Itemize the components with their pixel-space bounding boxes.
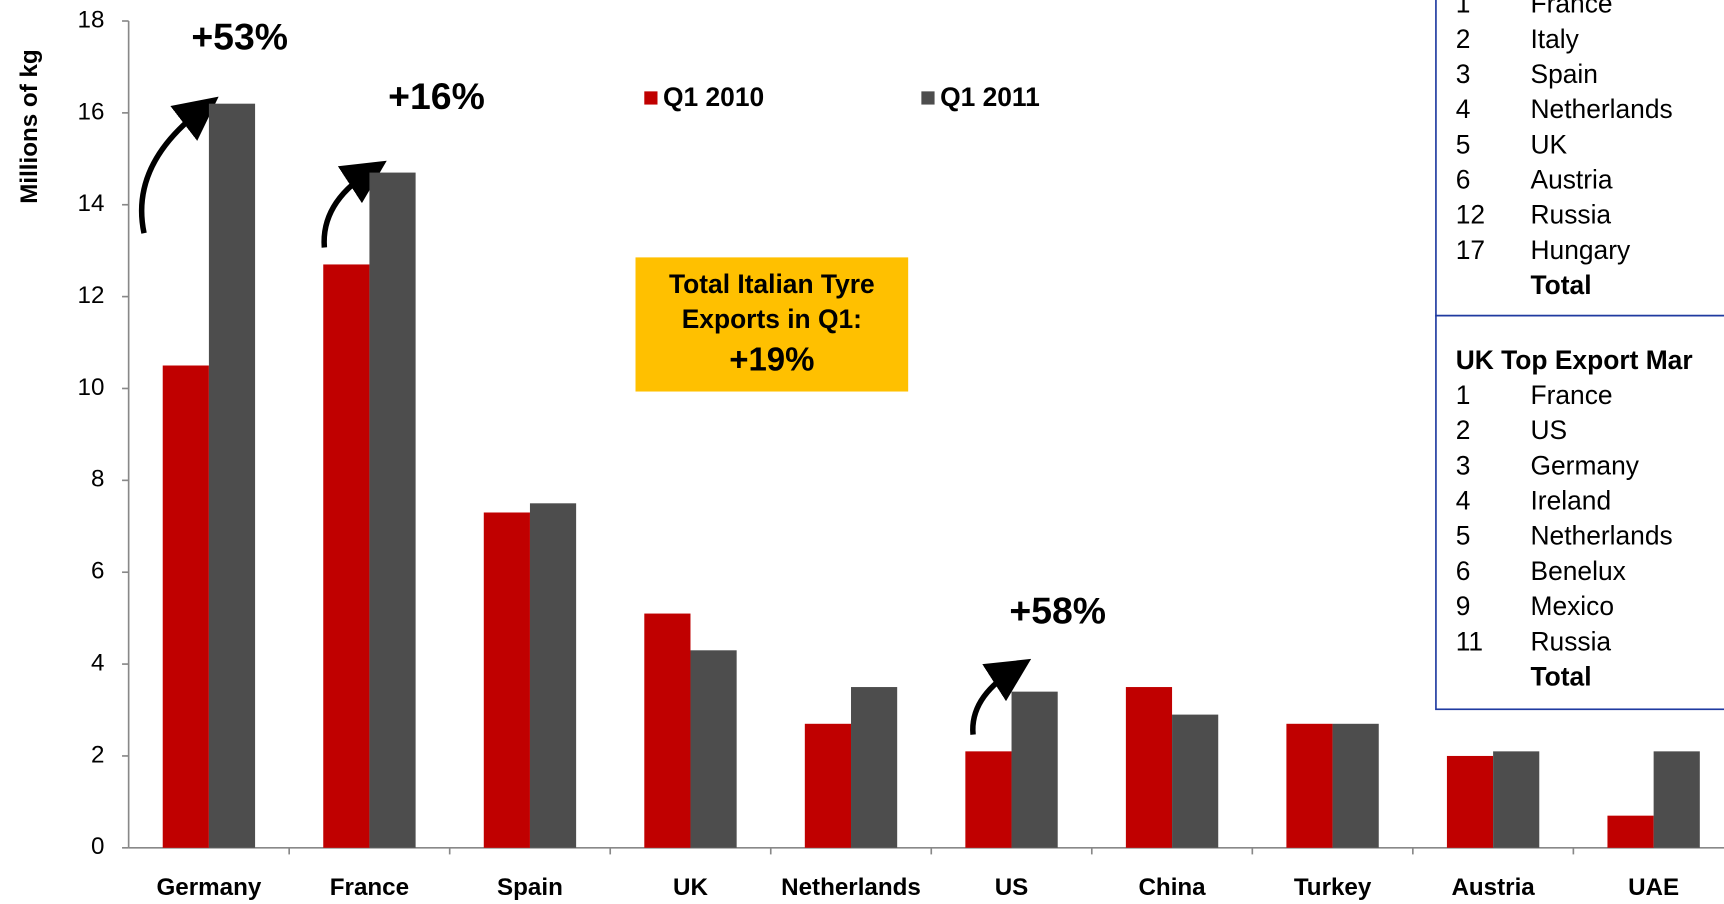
- bar: [162, 365, 209, 848]
- table-country: France: [1530, 0, 1612, 19]
- table-country: Russia: [1530, 626, 1611, 656]
- annotation: +16%: [388, 75, 485, 117]
- table-rank: 1: [1456, 0, 1471, 19]
- table-rank: 17: [1456, 235, 1485, 265]
- bar: [369, 172, 416, 848]
- table-rank: 2: [1456, 24, 1471, 54]
- bar: [965, 751, 1012, 848]
- table-country: Russia: [1530, 200, 1611, 230]
- table-title: UK Top Export Mar: [1456, 345, 1693, 375]
- bar: [1125, 687, 1173, 848]
- bar: [529, 503, 577, 848]
- y-tick-label: 2: [91, 741, 104, 768]
- table-country: Netherlands: [1530, 94, 1672, 124]
- y-tick-label: 16: [78, 98, 105, 125]
- table-country: UK: [1530, 129, 1567, 159]
- x-tick-label: Spain: [497, 874, 563, 901]
- callout-box: [635, 257, 909, 392]
- table-rank: 2: [1456, 415, 1471, 445]
- x-tick-label: UK: [673, 874, 708, 901]
- legend-swatch: [644, 91, 658, 105]
- y-tick-label: 12: [78, 282, 105, 309]
- y-tick-label: 10: [78, 374, 105, 401]
- table-country: Ireland: [1530, 486, 1611, 516]
- table-country: Hungary: [1530, 235, 1631, 265]
- table-rank: 5: [1456, 521, 1471, 551]
- table-country: Benelux: [1530, 556, 1625, 586]
- table-rank: 4: [1456, 486, 1471, 516]
- table-rank: 3: [1456, 59, 1471, 89]
- bar: [1332, 723, 1379, 848]
- arrow: [321, 160, 387, 248]
- x-tick-label: Turkey: [1294, 874, 1372, 901]
- table-rank: 3: [1456, 450, 1471, 480]
- bar: [1172, 714, 1219, 848]
- table-rank: 4: [1456, 94, 1471, 124]
- legend-swatch: [921, 91, 935, 105]
- callout-text: Total Italian Tyre: [669, 269, 875, 299]
- table-country: Italy: [1530, 24, 1579, 54]
- y-tick-label: 8: [91, 466, 104, 493]
- annotation: +58%: [1009, 590, 1106, 632]
- table-country: Netherlands: [1530, 521, 1672, 551]
- x-tick-label: Netherlands: [781, 874, 921, 901]
- callout-value: +19%: [729, 341, 814, 378]
- bar: [1286, 723, 1333, 848]
- table-rank: 1: [1456, 380, 1471, 410]
- table-country: Spain: [1530, 59, 1597, 89]
- table-box: [1435, 314, 1724, 711]
- table-box: [1435, 0, 1724, 317]
- x-tick-label: US: [995, 874, 1029, 901]
- x-tick-label: China: [1138, 874, 1206, 901]
- y-tick-label: 0: [91, 833, 104, 860]
- bar: [804, 723, 852, 848]
- y-tick-label: 14: [78, 190, 105, 217]
- legend-label: Q1 2011: [940, 82, 1040, 112]
- bar: [1011, 691, 1058, 848]
- table-country: Mexico: [1530, 591, 1614, 621]
- x-tick-label: Germany: [157, 874, 262, 901]
- arrow: [970, 658, 1032, 735]
- y-tick-label: 6: [91, 558, 104, 585]
- callout-text: Exports in Q1:: [682, 304, 862, 334]
- bar: [1446, 755, 1494, 848]
- x-tick-label: Austria: [1451, 874, 1535, 901]
- bar: [323, 264, 370, 848]
- y-axis-label: Millions of kg: [16, 49, 43, 203]
- arrow: [138, 96, 219, 234]
- table-rank: 9: [1456, 591, 1471, 621]
- bar: [483, 512, 530, 848]
- table-country: France: [1530, 380, 1612, 410]
- bar: [1653, 751, 1700, 848]
- table-total: Total: [1530, 661, 1591, 691]
- bar: [1493, 751, 1540, 848]
- bar: [208, 103, 256, 848]
- bar: [851, 687, 898, 848]
- bar: [690, 650, 737, 848]
- table-rank: 11: [1456, 626, 1483, 656]
- legend-label: Q1 2010: [663, 82, 764, 112]
- table-country: Germany: [1530, 450, 1639, 480]
- y-tick-label: 18: [78, 6, 105, 33]
- bar: [1607, 815, 1654, 848]
- table-country: US: [1530, 415, 1567, 445]
- table-rank: 12: [1456, 200, 1485, 230]
- annotation: +53%: [191, 16, 288, 58]
- table-rank: 6: [1456, 556, 1471, 586]
- y-tick-label: 4: [91, 649, 104, 676]
- x-tick-label: UAE: [1628, 874, 1679, 901]
- table-country: Austria: [1530, 164, 1612, 194]
- bar: [644, 613, 691, 848]
- table-rank: 6: [1456, 164, 1471, 194]
- table-rank: 5: [1456, 129, 1471, 159]
- x-tick-label: France: [330, 874, 409, 901]
- table-total: Total: [1530, 270, 1591, 300]
